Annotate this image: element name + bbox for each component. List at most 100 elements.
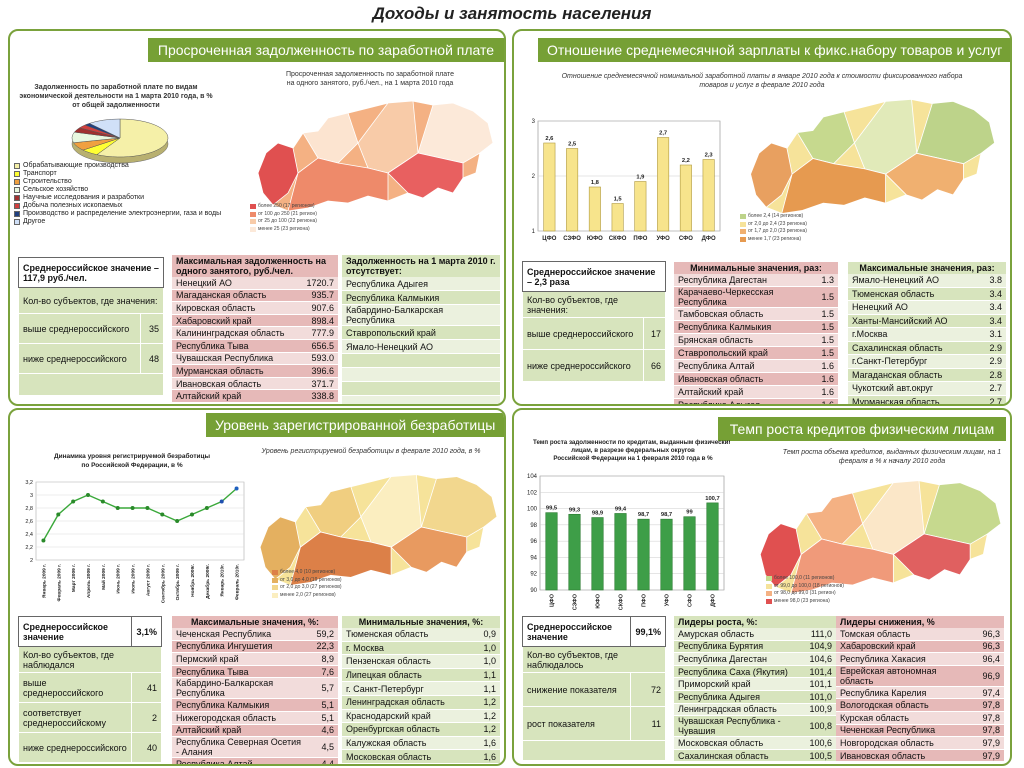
- bar: [591, 517, 604, 591]
- list-item: Ивановская область 1.6: [674, 373, 838, 386]
- list-item-name: Липецкая область: [346, 670, 422, 681]
- list-item-value: 96,4: [982, 653, 1000, 664]
- legend-label: Производство и распределение электроэнер…: [23, 210, 222, 217]
- list-item-value: 1.6: [821, 374, 834, 384]
- panel-title: Уровень зарегистрированной безработицы: [206, 413, 504, 437]
- list-item: Республика Тыва 656.5: [172, 339, 338, 353]
- list-item-value: 1,2: [483, 697, 496, 708]
- bar: [545, 512, 558, 591]
- list-item-name: Республика Калмыкия: [678, 322, 772, 332]
- list-item: Пермский край 8,9: [172, 653, 338, 666]
- list-header: Минимальные значения, %:: [342, 616, 500, 628]
- list-item-name: Ленинградская область: [678, 704, 777, 715]
- list-item-value: 100,9: [809, 704, 832, 715]
- list-item-name: Вологодская область: [840, 700, 929, 711]
- legend-label: более 250 (17 регионов): [258, 203, 315, 209]
- x-tick-label: СКФО: [609, 236, 627, 242]
- y-tick-label: 2: [532, 174, 536, 180]
- below-value: 48: [140, 343, 164, 374]
- list-header: Максимальные значения, %:: [172, 616, 338, 628]
- legend-swatch: [250, 211, 256, 217]
- list-item-value: 4,6: [321, 725, 334, 736]
- summary-table: Среднероссийское значение 99,1% Кол-во су…: [521, 616, 666, 761]
- x-tick-label: Июнь 2009 г.: [116, 564, 122, 594]
- list-item-value: 1720.7: [306, 277, 334, 288]
- pie-legend-item: Строительство: [14, 178, 246, 186]
- pie-legend-item: Сельское хозяйство: [14, 186, 246, 194]
- legend-swatch: [14, 179, 20, 185]
- list-item: Оренбургская область 1,2: [342, 723, 500, 737]
- legend-swatch: [766, 591, 772, 597]
- legend-item: от 100 до 250 (21 регион): [250, 211, 317, 219]
- legend-item: от 2,0 до 2,4 (23 региона): [740, 221, 807, 229]
- list-item: Амурская область 111,0: [674, 628, 836, 641]
- list-item-value: 96,9: [982, 670, 1000, 681]
- legend-item: менее 1,7 (23 региона): [740, 236, 807, 244]
- list-item: Чукотский авт.округ 2.7: [848, 382, 1006, 396]
- list-header: Минимальные значения, раз:: [674, 262, 838, 274]
- list-item-name: Республика Тыва: [176, 666, 249, 677]
- min-ratio-list: Минимальные значения, раз: Республика Да…: [674, 262, 838, 406]
- list-item-name: Тюменская область: [852, 288, 935, 299]
- below-label: ниже среднероссийского: [17, 732, 133, 763]
- list-item: г. Санкт-Петербург 1,1: [342, 682, 500, 696]
- list-item: Республика Бурятия 104,9: [674, 640, 836, 654]
- x-tick-label: Октябрь 2009 г.: [174, 564, 181, 600]
- x-tick-label: Август 2009 г.: [145, 564, 151, 596]
- bar-data-label: 2,5: [568, 142, 577, 148]
- list-item: Еврейская автономная область 96,9: [836, 665, 1004, 687]
- list-item: Магаданская область 935.7: [172, 289, 338, 303]
- list-item: Республика Алтай 1.6: [674, 360, 838, 373]
- list-item-value: 1.6: [821, 400, 834, 406]
- x-tick-label: Февраль 2009 г.: [56, 564, 62, 602]
- list-item-name: Сахалинская область: [852, 342, 943, 353]
- series-line: [42, 487, 238, 541]
- y-tick-label: 2,8: [25, 506, 33, 512]
- data-point: [190, 512, 194, 517]
- bar-data-label: 100,7: [705, 496, 720, 502]
- legend-swatch: [272, 570, 278, 576]
- list-item-name: Ненецкий АО: [176, 277, 232, 288]
- count-label: Кол-во субъектов, где наблюдалось: [522, 646, 666, 673]
- list-item-value: 2.9: [989, 356, 1002, 367]
- x-tick-label: ПФО: [633, 236, 647, 242]
- list-item-name: Еврейская автономная область: [840, 665, 937, 686]
- list-item-name: Магаданская область: [852, 369, 943, 380]
- list-item-name: Республика Хакасия: [840, 653, 926, 664]
- chart-title: лицам, в разрезе федеральных округов: [571, 447, 695, 454]
- x-tick-label: Апрель 2009 г.: [86, 564, 92, 598]
- legend-swatch: [14, 187, 20, 193]
- legend-item: более 2,4 (14 регионов): [740, 213, 807, 221]
- pie-legend-item: Другое: [14, 218, 246, 226]
- y-tick-label: 3: [532, 119, 536, 125]
- list-item: Курская область 97,8: [836, 711, 1004, 725]
- russia-map: [750, 98, 996, 215]
- list-item-name: Курская область: [840, 712, 909, 723]
- increase-value: 11: [630, 706, 666, 741]
- list-item: Республика Дагестан 104,6: [674, 653, 836, 666]
- list-item: Тамбовская область 1.5: [674, 308, 838, 321]
- list-item-name: Магаданская область: [176, 290, 267, 301]
- list-item-name: Чукотский авт.округ: [852, 383, 934, 394]
- list-item-value: 1.5: [821, 335, 834, 345]
- list-item: Республика Калмыкия 1.5: [674, 321, 838, 334]
- max-unemployment-list: Максимальные значения, %: Чеченская Респ…: [172, 616, 338, 766]
- list-item-name: Республика Бурятия: [678, 641, 764, 652]
- y-tick-label: 2: [30, 558, 33, 564]
- legend-swatch: [740, 214, 746, 220]
- list-item-value: 4,4: [321, 758, 334, 766]
- bar-data-label: 2,6: [545, 136, 554, 142]
- list-item-name: Калужская область: [346, 738, 427, 749]
- panel-title: Темп роста кредитов физическим лицам: [718, 417, 1006, 441]
- russia-map: [759, 480, 1002, 594]
- above-label: выше среднероссийского: [17, 313, 142, 344]
- list-item-name: Ивановская область: [176, 378, 262, 389]
- legend-item: от 2,0 до 3,0 (27 регионов): [272, 584, 342, 592]
- bar: [634, 181, 647, 232]
- y-tick-label: 94: [530, 555, 537, 561]
- no-arrears-list: Задолженность на 1 марта 2010 г. отсутст…: [342, 255, 500, 404]
- list-item: Кабардино-Балкарская Республика 5,7: [172, 678, 338, 700]
- list-item: Чеченская Республика 97,8: [836, 724, 1004, 738]
- list-item-name: Алтайский край: [176, 725, 242, 736]
- legend-item: менее 98,0 (23 региона): [766, 598, 844, 606]
